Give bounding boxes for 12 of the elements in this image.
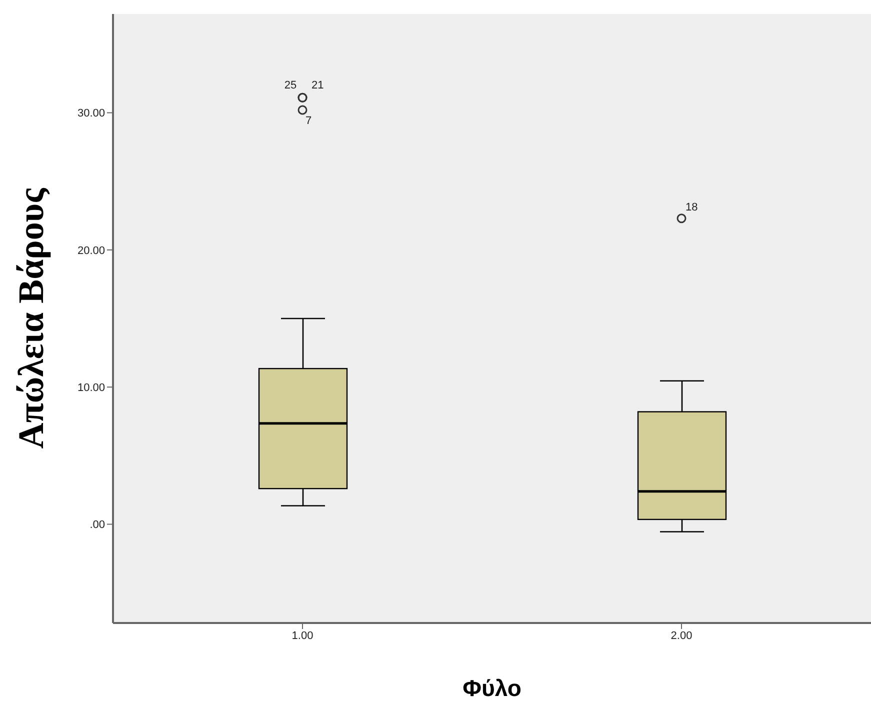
y-axis-title: Απώλεια Βάρους bbox=[10, 187, 51, 449]
annotation: 18 bbox=[686, 201, 698, 214]
y-tick-label: 30.00 bbox=[77, 108, 105, 120]
x-axis-title: Φύλο bbox=[462, 675, 522, 701]
annotation: 25 bbox=[284, 80, 297, 92]
annotation: 7 bbox=[306, 115, 312, 128]
y-tick-label: 20.00 bbox=[77, 244, 105, 257]
annotation: 21 bbox=[312, 80, 324, 92]
y-tick-label: 10.00 bbox=[77, 382, 105, 394]
x-tick-label: 1.00 bbox=[292, 630, 314, 642]
y-tick-label: .00 bbox=[90, 519, 105, 532]
x-tick-label: 2.00 bbox=[670, 630, 692, 642]
